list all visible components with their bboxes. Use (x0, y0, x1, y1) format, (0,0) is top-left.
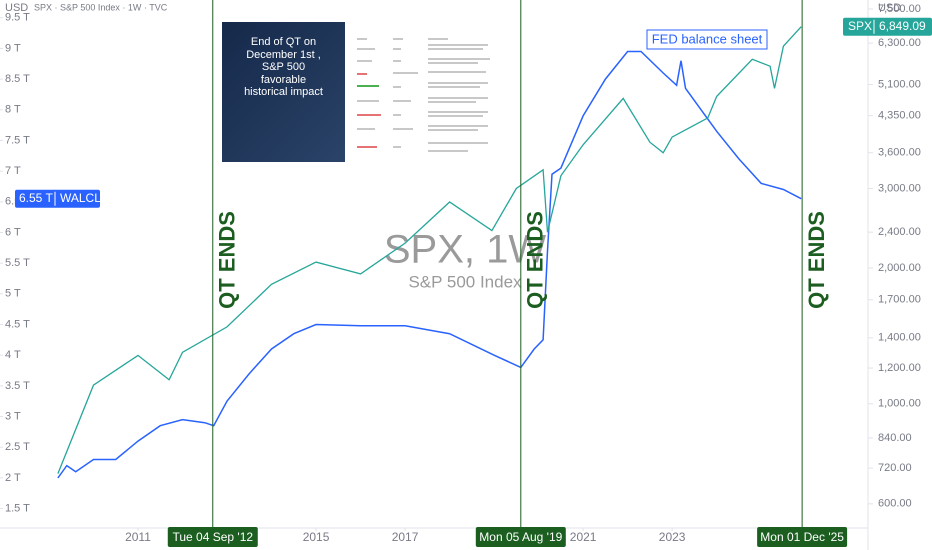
y-tick-label: 2.5 T (5, 441, 30, 453)
legend-entry: SPX (848, 19, 872, 33)
y2-tick-label: 1,000.00 (878, 398, 921, 410)
event-text: QT ENDS (523, 211, 548, 309)
y-unit: USD (5, 2, 28, 14)
y2-tick-label: 1,700.00 (878, 294, 921, 306)
y2-tick-label: 600.00 (878, 498, 912, 510)
y-tick-label: 9.5 T (5, 12, 30, 24)
y2-tick-label: 3,000.00 (878, 182, 921, 194)
last-value-label: 6,849.09 (879, 19, 926, 33)
y2-tick-label: 7,500.00 (878, 3, 921, 15)
y2-tick-label: 1,200.00 (878, 362, 921, 374)
y2-unit: USD (878, 2, 901, 14)
y2-tick-label: 3,600.00 (878, 147, 921, 159)
y2-tick-label: 6,300.00 (878, 37, 921, 49)
event-date: Mon 01 Dec '25 (760, 530, 844, 544)
y-tick-label: 3.5 T (5, 380, 30, 392)
x-tick-label: 2021 (570, 530, 597, 544)
y-tick-label: 7.5 T (5, 134, 30, 146)
x-tick-label: 2011 (125, 530, 151, 544)
fed-note-box (646, 29, 768, 50)
y2-tick-label: 5,100.00 (878, 78, 921, 90)
x-tick-label: 2023 (659, 530, 686, 544)
event-date-box (757, 527, 848, 547)
event-date-box (475, 527, 566, 547)
event-text: QT ENDS (215, 211, 240, 309)
event-date: Tue 04 Sep '12 (172, 530, 253, 544)
y-tick-label: 5 T (5, 288, 21, 300)
last-value-box (843, 17, 932, 36)
y-tick-label: 2 T (5, 472, 21, 484)
event-date: Mon 05 Aug '19 (479, 530, 562, 544)
y-tick-label: 4.5 T (5, 318, 30, 330)
y2-tick-label: 2,000.00 (878, 262, 921, 274)
y-tick-label: 8.5 T (5, 73, 30, 85)
series-line (57, 26, 802, 474)
x-tick-label: 2017 (392, 530, 419, 544)
y2-tick-label: 2,400.00 (878, 226, 921, 238)
y-tick-label: 3 T (5, 410, 21, 422)
watermark-title: SPX, 1W (384, 228, 547, 272)
last-value-label: 6.55 T (19, 191, 53, 205)
y-tick-label: 7 T (5, 165, 21, 177)
header: SPX · S&P 500 Index · 1W · TVC (34, 2, 168, 12)
y2-tick-label: 840.00 (878, 432, 912, 444)
event-date-box (167, 527, 258, 547)
fed-note: FED balance sheet (652, 31, 763, 46)
inset-table (357, 38, 490, 152)
y-tick-label: 1.5 T (5, 502, 30, 514)
last-value-box (15, 189, 100, 208)
y2-tick-label: 1,400.00 (878, 332, 921, 344)
legend-entry: WALCL (60, 191, 101, 205)
watermark-subtitle: S&P 500 Index (408, 272, 522, 291)
y2-tick-label: 4,350.00 (878, 110, 921, 122)
x-tick-label: 2015 (303, 530, 330, 544)
event-text: QT ENDS (804, 211, 829, 309)
y-tick-label: 6 T (5, 226, 21, 238)
y-tick-label: 8 T (5, 104, 21, 116)
series-line (57, 50, 802, 479)
note-box: End of QT on December 1st , S&P 500 favo… (222, 22, 345, 162)
y-tick-label: 9 T (5, 42, 21, 54)
y2-tick-label: 720.00 (878, 462, 912, 474)
y-tick-label: 5.5 T (5, 257, 30, 269)
y-tick-label: 4 T (5, 349, 21, 361)
